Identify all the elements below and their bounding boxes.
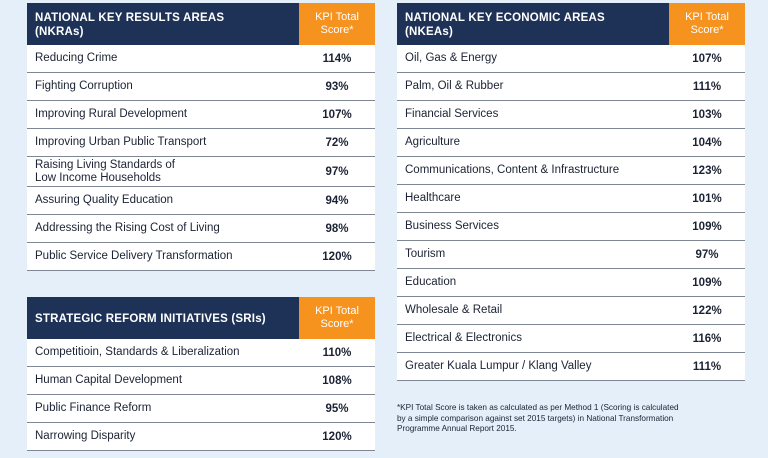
row-label: Tourism [405, 248, 446, 260]
sri-title: STRATEGIC REFORM INITIATIVES (SRIs) [35, 313, 266, 325]
row-label: Financial Services [405, 108, 499, 120]
row-score: 97% [325, 165, 349, 178]
row-score: 120% [322, 430, 352, 443]
row-label: Addressing the Rising Cost of Living [35, 222, 220, 234]
table-row: Narrowing Disparity 120% [27, 423, 375, 451]
row-label: Business Services [405, 220, 499, 232]
row-score: 95% [325, 402, 349, 415]
table-row: Oil, Gas & Energy 107% [397, 45, 745, 73]
row-label: Assuring Quality Education [35, 194, 174, 206]
row-score: 109% [692, 220, 722, 233]
table-row: Education 109% [397, 269, 745, 297]
row-score: 93% [325, 80, 349, 93]
row-label: Human Capital Development [35, 374, 183, 386]
row-label: Improving Urban Public Transport [35, 136, 207, 148]
row-label: Narrowing Disparity [35, 430, 136, 442]
row-label: Greater Kuala Lumpur / Klang Valley [405, 360, 592, 372]
row-score: 101% [692, 192, 722, 205]
row-label: Improving Rural Development [35, 108, 188, 120]
row-label: Communications, Content & Infrastructure [405, 164, 620, 176]
table-row: Business Services 109% [397, 213, 745, 241]
row-score: 116% [692, 332, 722, 345]
nkea-header: NATIONAL KEY ECONOMIC AREAS (NKEAs) KPI … [397, 3, 745, 45]
table-row: Greater Kuala Lumpur / Klang Valley 111% [397, 353, 745, 381]
table-row: Competitioin, Standards & Liberalization… [27, 339, 375, 367]
row-score: 114% [322, 52, 352, 65]
table-row: Communications, Content & Infrastructure… [397, 157, 745, 185]
row-score: 107% [692, 52, 722, 65]
table-row: Palm, Oil & Rubber 111% [397, 73, 745, 101]
row-score: 110% [322, 346, 352, 359]
row-label: Palm, Oil & Rubber [405, 80, 504, 92]
row-score: 94% [325, 194, 349, 207]
row-label: Competitioin, Standards & Liberalization [35, 346, 240, 358]
table-row: Improving Urban Public Transport 72% [27, 129, 375, 157]
row-label: Education [405, 276, 457, 288]
sri-score-header: KPI Total Score* [299, 297, 375, 339]
row-score: 120% [322, 250, 352, 263]
row-label: Public Finance Reform [35, 402, 152, 414]
table-row: Assuring Quality Education 94% [27, 187, 375, 215]
nkra-table: NATIONAL KEY RESULTS AREAS (NKRAs) KPI T… [27, 3, 375, 271]
table-row: Tourism 97% [397, 241, 745, 269]
row-label: Oil, Gas & Energy [405, 52, 498, 64]
row-score: 72% [325, 136, 349, 149]
table-row: Improving Rural Development 107% [27, 101, 375, 129]
row-label: Reducing Crime [35, 52, 118, 64]
row-label: Wholesale & Retail [405, 304, 503, 316]
row-label: Electrical & Electronics [405, 332, 522, 344]
table-row: Fighting Corruption 93% [27, 73, 375, 101]
row-score: 103% [692, 108, 722, 121]
row-label: Healthcare [405, 192, 461, 204]
table-row: Reducing Crime 114% [27, 45, 375, 73]
row-score: 107% [322, 108, 352, 121]
row-score: 104% [692, 136, 722, 149]
sri-table: STRATEGIC REFORM INITIATIVES (SRIs) KPI … [27, 297, 375, 451]
table-row: Public Finance Reform 95% [27, 395, 375, 423]
table-row: Human Capital Development 108% [27, 367, 375, 395]
nkra-header: NATIONAL KEY RESULTS AREAS (NKRAs) KPI T… [27, 3, 375, 45]
row-label: Agriculture [405, 136, 460, 148]
row-score: 97% [695, 248, 719, 261]
row-score: 111% [692, 360, 722, 373]
row-label: Raising Living Standards of Low Income H… [35, 158, 175, 184]
sri-header: STRATEGIC REFORM INITIATIVES (SRIs) KPI … [27, 297, 375, 339]
nkea-table: NATIONAL KEY ECONOMIC AREAS (NKEAs) KPI … [397, 3, 745, 381]
table-row: Agriculture 104% [397, 129, 745, 157]
row-score: 109% [692, 276, 722, 289]
footnote: *KPI Total Score is taken as calculated … [397, 403, 679, 433]
table-row: Addressing the Rising Cost of Living 98% [27, 215, 375, 243]
table-row: Financial Services 103% [397, 101, 745, 129]
row-score: 111% [692, 80, 722, 93]
row-score: 123% [692, 164, 722, 177]
nkra-title: NATIONAL KEY RESULTS AREAS (NKRAs) [35, 12, 225, 38]
nkea-score-header: KPI Total Score* [669, 3, 745, 45]
table-row: Wholesale & Retail 122% [397, 297, 745, 325]
row-score: 98% [325, 222, 349, 235]
table-row: Electrical & Electronics 116% [397, 325, 745, 353]
row-label: Fighting Corruption [35, 80, 133, 92]
row-label: Public Service Delivery Transformation [35, 250, 233, 262]
nkea-title: NATIONAL KEY ECONOMIC AREAS (NKEAs) [405, 12, 605, 38]
table-row: Raising Living Standards of Low Income H… [27, 157, 375, 187]
nkra-score-header: KPI Total Score* [299, 3, 375, 45]
table-row: Public Service Delivery Transformation 1… [27, 243, 375, 271]
row-score: 108% [322, 374, 352, 387]
row-score: 122% [692, 304, 722, 317]
table-row: Healthcare 101% [397, 185, 745, 213]
